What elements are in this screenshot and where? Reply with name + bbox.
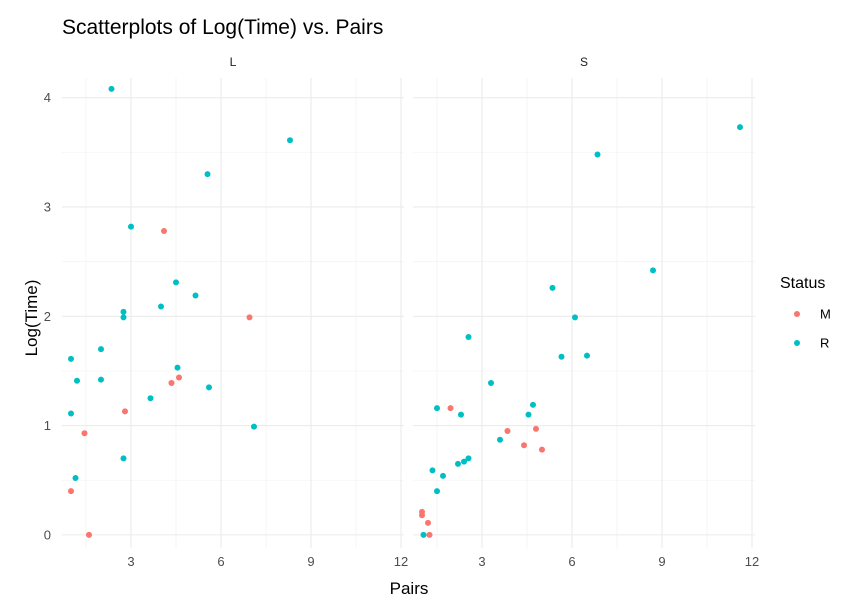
data-point-R xyxy=(98,346,104,353)
y-tick-label: 3 xyxy=(44,199,51,214)
data-point-R xyxy=(120,314,127,321)
data-point-R xyxy=(434,405,440,412)
data-point-R xyxy=(461,458,467,465)
data-point-R xyxy=(594,151,601,158)
data-point-R xyxy=(72,475,79,482)
data-point-R xyxy=(120,455,127,462)
x-axis-title: Pairs xyxy=(390,579,429,598)
data-point-R xyxy=(128,223,134,230)
y-tick-label: 0 xyxy=(44,527,51,542)
data-point-R xyxy=(173,279,179,286)
y-tick-label: 2 xyxy=(44,309,51,324)
data-point-M xyxy=(539,446,545,453)
legend-key-M xyxy=(794,311,800,317)
y-tick-label: 1 xyxy=(44,418,51,433)
y-axis-title: Log(Time) xyxy=(22,280,41,357)
x-tick-label: 9 xyxy=(307,554,314,569)
data-point-R xyxy=(465,334,472,341)
data-point-R xyxy=(420,531,427,538)
panel-S: S 3 6 9 12 xyxy=(413,55,759,569)
data-point-R xyxy=(147,395,154,402)
data-point-R xyxy=(525,411,532,418)
data-point-M xyxy=(246,314,253,321)
data-point-R xyxy=(584,352,590,359)
x-tick-label: 6 xyxy=(568,554,575,569)
x-tick-label: 6 xyxy=(217,554,224,569)
data-point-R xyxy=(108,85,115,92)
data-point-M xyxy=(533,425,539,432)
data-point-R xyxy=(558,353,565,360)
data-point-R xyxy=(458,411,464,418)
x-tick-label: 12 xyxy=(745,554,759,569)
data-point-R xyxy=(737,124,743,131)
y-tick-label: 4 xyxy=(44,90,51,105)
data-point-R xyxy=(68,410,74,417)
data-point-M xyxy=(426,531,433,538)
data-point-R xyxy=(204,171,211,178)
data-point-R xyxy=(497,436,503,443)
data-point-M xyxy=(86,531,92,538)
data-point-R xyxy=(440,472,446,479)
data-point-R xyxy=(465,455,472,462)
data-point-R xyxy=(68,355,74,362)
data-point-M xyxy=(168,379,175,386)
data-point-R xyxy=(488,379,494,386)
data-point-M xyxy=(504,428,511,435)
data-point-R xyxy=(287,137,293,144)
data-point-M xyxy=(447,405,454,412)
legend-title: Status xyxy=(780,275,825,292)
data-point-R xyxy=(429,467,436,474)
data-point-M xyxy=(419,508,425,515)
data-point-R xyxy=(74,377,80,384)
panel-L: L 3 6 9 12 xyxy=(62,55,408,569)
data-point-R xyxy=(120,308,127,315)
x-tick-label: 3 xyxy=(478,554,485,569)
data-point-R xyxy=(174,364,181,371)
data-point-R xyxy=(192,292,199,299)
data-point-M xyxy=(425,519,431,526)
data-point-R xyxy=(206,384,212,391)
x-tick-label: 3 xyxy=(127,554,134,569)
x-tick-label: 12 xyxy=(394,554,408,569)
facet-label-L: L xyxy=(230,55,237,69)
legend-key-R xyxy=(794,340,800,346)
data-point-M xyxy=(68,488,74,495)
data-point-R xyxy=(549,284,556,291)
legend: Status MR xyxy=(780,275,831,351)
legend-label-R: R xyxy=(820,336,829,351)
x-tick-label: 9 xyxy=(658,554,665,569)
data-point-M xyxy=(122,408,128,415)
chart-title: Scatterplots of Log(Time) vs. Pairs xyxy=(62,16,383,39)
facet-label-S: S xyxy=(580,55,588,69)
legend-label-M: M xyxy=(820,307,831,322)
data-point-M xyxy=(176,374,182,381)
data-point-R xyxy=(434,488,440,495)
data-point-R xyxy=(572,314,578,321)
data-point-R xyxy=(455,460,461,467)
data-point-M xyxy=(81,430,88,437)
data-point-M xyxy=(161,228,167,235)
data-point-R xyxy=(98,376,104,383)
data-point-R xyxy=(158,303,164,310)
data-point-M xyxy=(521,442,527,449)
data-point-R xyxy=(251,423,257,430)
data-point-R xyxy=(650,267,656,274)
data-point-R xyxy=(530,401,536,408)
